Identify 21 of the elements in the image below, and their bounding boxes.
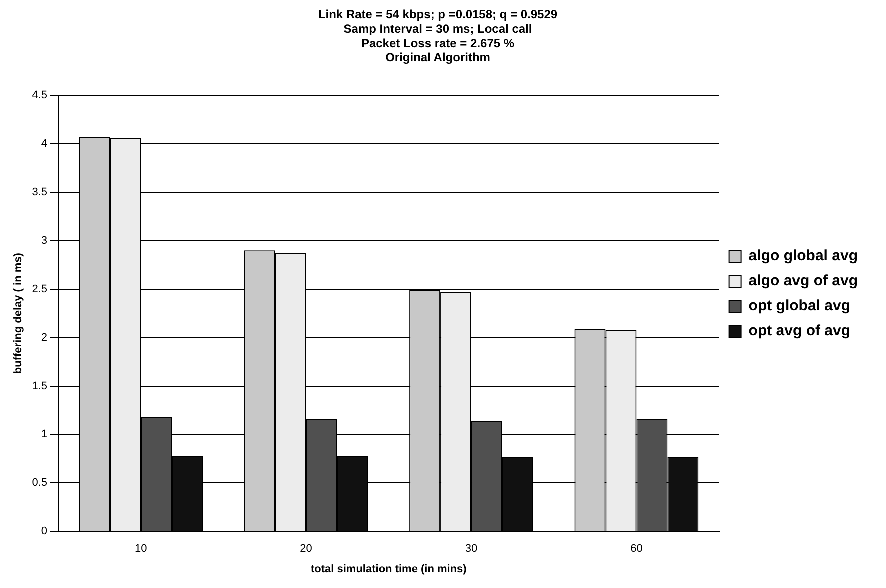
x-tick-label: 10 [134, 543, 148, 556]
legend-label: opt global avg [748, 298, 850, 315]
y-tick-label: 4 [41, 138, 48, 150]
y-tick-label: 1 [41, 428, 48, 441]
y-tick-label: 4.5 [32, 90, 48, 102]
y-tick-label: 2 [41, 332, 48, 344]
y-tick-label: 3.5 [32, 186, 48, 199]
y-tick-label: 1.5 [32, 380, 48, 392]
legend-label: opt avg of avg [748, 322, 850, 340]
x-tick-label: 20 [300, 543, 312, 556]
y-tick-label: 0.5 [32, 477, 48, 490]
y-tick-label: 3 [41, 234, 48, 247]
y-tick-label: 0 [41, 526, 48, 538]
chart-title: Link Rate = 54 kbps; p =0.0158; q = 0.9529 Samp Interval = 30 ms; Local call Packet Loss rate = 2.675 % Original Algorithm [318, 8, 558, 65]
x-tick-label: 60 [630, 543, 643, 556]
legend-label: algo avg of avg [748, 272, 858, 290]
y-tick-label: 2.5 [32, 283, 48, 296]
x-tick-label: 30 [465, 543, 478, 556]
x-axis-title: total simulation time (in mins) [310, 563, 468, 576]
y-axis-title: buffering delay ( in ms) [12, 252, 25, 374]
legend-label: algo global avg [748, 248, 858, 265]
